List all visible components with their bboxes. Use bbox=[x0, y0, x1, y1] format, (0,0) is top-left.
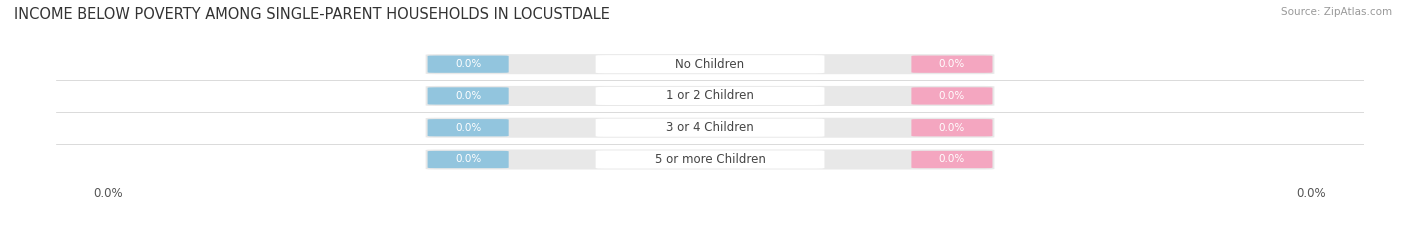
Text: Source: ZipAtlas.com: Source: ZipAtlas.com bbox=[1281, 7, 1392, 17]
FancyBboxPatch shape bbox=[596, 55, 824, 73]
Text: 0.0%: 0.0% bbox=[456, 59, 481, 69]
FancyBboxPatch shape bbox=[426, 150, 994, 170]
Text: 0.0%: 0.0% bbox=[939, 59, 965, 69]
Text: 0.0%: 0.0% bbox=[456, 91, 481, 101]
FancyBboxPatch shape bbox=[427, 87, 509, 105]
FancyBboxPatch shape bbox=[596, 151, 824, 168]
FancyBboxPatch shape bbox=[427, 55, 509, 73]
FancyBboxPatch shape bbox=[911, 87, 993, 105]
Text: INCOME BELOW POVERTY AMONG SINGLE-PARENT HOUSEHOLDS IN LOCUSTDALE: INCOME BELOW POVERTY AMONG SINGLE-PARENT… bbox=[14, 7, 610, 22]
Text: 0.0%: 0.0% bbox=[939, 154, 965, 164]
Text: No Children: No Children bbox=[675, 58, 745, 71]
FancyBboxPatch shape bbox=[426, 86, 994, 106]
Text: 3 or 4 Children: 3 or 4 Children bbox=[666, 121, 754, 134]
Text: 1 or 2 Children: 1 or 2 Children bbox=[666, 89, 754, 103]
FancyBboxPatch shape bbox=[911, 55, 993, 73]
FancyBboxPatch shape bbox=[911, 119, 993, 136]
FancyBboxPatch shape bbox=[427, 151, 509, 168]
Text: 0.0%: 0.0% bbox=[456, 123, 481, 133]
Text: 0.0%: 0.0% bbox=[456, 154, 481, 164]
Text: 5 or more Children: 5 or more Children bbox=[655, 153, 765, 166]
Text: 0.0%: 0.0% bbox=[939, 91, 965, 101]
FancyBboxPatch shape bbox=[596, 87, 824, 105]
FancyBboxPatch shape bbox=[911, 151, 993, 168]
FancyBboxPatch shape bbox=[426, 118, 994, 138]
FancyBboxPatch shape bbox=[426, 54, 994, 74]
FancyBboxPatch shape bbox=[427, 119, 509, 136]
FancyBboxPatch shape bbox=[596, 119, 824, 137]
Text: 0.0%: 0.0% bbox=[939, 123, 965, 133]
